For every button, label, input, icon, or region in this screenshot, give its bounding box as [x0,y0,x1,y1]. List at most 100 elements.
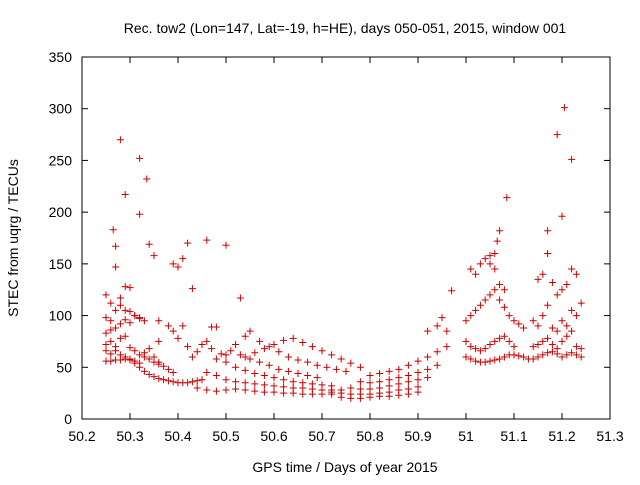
data-point [376,384,384,392]
data-point [313,361,321,369]
data-point [169,327,177,335]
x-tick-label: 51 [458,428,474,444]
data-point [553,327,561,335]
data-point [544,334,552,342]
series-sat-17 [328,383,422,398]
data-point [107,317,115,325]
data-point [328,382,336,390]
data-point [164,365,172,373]
y-tick-label: 250 [49,152,73,168]
x-tick-label: 50.5 [212,428,239,444]
data-point [174,334,182,342]
data-point [236,351,244,359]
data-point [404,378,412,386]
data-point [121,316,129,324]
data-point [424,374,432,382]
series-sat-23 [462,332,518,355]
data-point [246,355,254,363]
data-point [299,379,307,387]
data-point [568,265,576,273]
data-point [155,337,163,345]
axis-ticks: 50.2 50.3 50.4 50.5 50.6 50.7 50.8 50.9 51 51.1 51… [49,49,624,444]
x-tick-label: 50.6 [260,428,287,444]
data-point [323,363,331,371]
data-point [143,175,151,183]
data-point [476,260,484,268]
data-point [184,379,192,387]
data-point [553,131,561,139]
data-point [150,353,158,361]
data-point [116,301,124,309]
data-point [520,324,528,332]
data-point [328,351,336,359]
data-point [280,336,288,344]
data-point [236,294,244,302]
data-point [462,337,470,345]
data-point [222,241,230,249]
data-point [131,347,139,355]
data-point [222,351,230,359]
data-point [404,361,412,369]
data-point [280,389,288,397]
data-point [160,362,168,370]
data-point [284,353,292,361]
data-point [188,285,196,293]
data-point [212,387,220,395]
data-points [102,104,585,402]
data-point [140,317,148,325]
data-point [433,348,441,356]
data-point [198,376,206,384]
data-point [529,355,537,363]
data-point [155,358,163,366]
data-point [227,347,235,355]
series-sat-4 [102,312,148,337]
data-point [491,265,499,273]
data-point [265,361,273,369]
data-point [251,387,259,395]
data-point [179,255,187,263]
data-point [145,371,153,379]
data-point [136,351,144,359]
data-point [126,319,134,327]
data-point [486,341,494,349]
series-sat-6 [102,210,163,325]
data-point [112,242,120,250]
data-point [203,337,211,345]
data-point [188,378,196,386]
data-point [270,374,278,382]
series-sat-22 [462,351,532,366]
x-axis-label: GPS time / Days of year 2015 [252,459,437,475]
data-point [155,375,163,383]
data-point [126,355,134,363]
data-point [155,317,163,325]
y-tick-label: 350 [49,49,73,65]
data-point [136,210,144,218]
data-point [232,385,240,393]
series-sat-13 [227,347,321,382]
data-point [577,345,585,353]
data-point [486,291,494,299]
y-tick-label: 100 [49,308,73,324]
data-point [414,376,422,384]
series-sat-21 [424,287,456,335]
data-point [548,348,556,356]
x-tick-label: 51.3 [596,428,623,444]
data-point [260,345,268,353]
data-point [563,351,571,359]
data-point [299,338,307,346]
data-point [270,388,278,396]
y-tick-label: 150 [49,256,73,272]
data-point [572,351,580,359]
data-point [515,352,523,360]
data-point [481,345,489,353]
data-point [544,301,552,309]
data-point [299,390,307,398]
data-point [328,388,336,396]
series-sat-19 [356,361,441,387]
data-point [116,294,124,302]
data-point [356,363,364,371]
data-point [500,303,508,311]
data-point [289,334,297,342]
data-point [467,343,475,351]
